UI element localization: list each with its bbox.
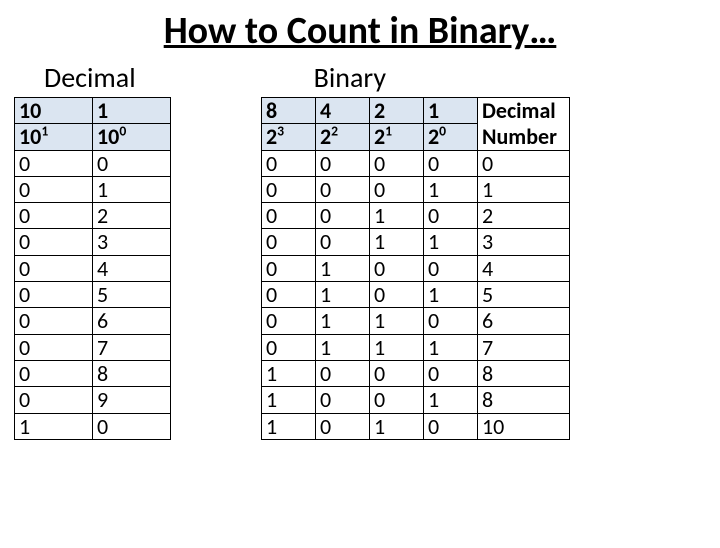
decimal-cell: 0 (93, 413, 171, 439)
binary-cell: 0 (262, 255, 316, 281)
decimal-cell: 0 (15, 360, 93, 386)
binary-label: Binary (314, 60, 386, 95)
decimal-cell: 4 (93, 255, 171, 281)
binary-cell: 0 (424, 413, 478, 439)
decimal-cell: 5 (93, 282, 171, 308)
tables-wrap: 1011011000001020304050607080910 8421Deci… (0, 97, 720, 440)
binary-cell: 1 (316, 282, 370, 308)
binary-cell: 0 (262, 334, 316, 360)
binary-cell: 1 (262, 413, 316, 439)
decimal-cell: 1 (15, 413, 93, 439)
decimal-cell: 3 (93, 229, 171, 255)
decimal-cell: 0 (15, 387, 93, 413)
decimal-cell: 7 (93, 334, 171, 360)
decimal-table: 1011011000001020304050607080910 (14, 97, 171, 440)
binary-cell: 0 (370, 282, 424, 308)
binary-cell: 1 (316, 255, 370, 281)
binary-cell: 1 (370, 203, 424, 229)
binary-result-cell: 3 (478, 229, 570, 255)
decimal-cell: 0 (15, 203, 93, 229)
binary-cell: 0 (370, 387, 424, 413)
binary-cell: 1 (424, 334, 478, 360)
binary-result-cell: 6 (478, 308, 570, 334)
decimal-cell: 0 (93, 150, 171, 176)
binary-cell: 0 (370, 255, 424, 281)
binary-cell: 0 (424, 360, 478, 386)
binary-cell: 0 (424, 203, 478, 229)
decimal-cell: 0 (15, 255, 93, 281)
decimal-header-place: 1 (93, 98, 171, 124)
binary-cell: 1 (262, 360, 316, 386)
decimal-cell: 0 (15, 282, 93, 308)
binary-cell: 0 (316, 387, 370, 413)
decimal-header-place: 10 (15, 98, 93, 124)
binary-cell: 1 (370, 334, 424, 360)
decimal-cell: 6 (93, 308, 171, 334)
binary-header-power: 23 (262, 124, 316, 150)
decimal-cell: 0 (15, 308, 93, 334)
binary-cell: 1 (424, 282, 478, 308)
decimal-cell: 2 (93, 203, 171, 229)
binary-cell: 0 (262, 176, 316, 202)
page-title: How to Count in Binary… (0, 8, 720, 54)
binary-cell: 1 (316, 308, 370, 334)
decimal-label: Decimal (44, 60, 136, 95)
decimal-cell: 0 (15, 150, 93, 176)
decimal-header-power: 101 (15, 124, 93, 150)
binary-result-cell: 8 (478, 387, 570, 413)
binary-cell: 0 (316, 229, 370, 255)
binary-cell: 0 (262, 203, 316, 229)
binary-result-header: Decimal (478, 98, 570, 124)
binary-cell: 0 (316, 176, 370, 202)
binary-cell: 0 (370, 360, 424, 386)
binary-cell: 0 (424, 150, 478, 176)
binary-result-cell: 10 (478, 413, 570, 439)
binary-result-cell: 2 (478, 203, 570, 229)
decimal-cell: 9 (93, 387, 171, 413)
binary-cell: 0 (424, 255, 478, 281)
binary-cell: 1 (424, 229, 478, 255)
binary-cell: 0 (370, 150, 424, 176)
binary-header-power: 20 (424, 124, 478, 150)
binary-result-header: Number (478, 124, 570, 150)
binary-header-place: 2 (370, 98, 424, 124)
decimal-cell: 0 (15, 229, 93, 255)
binary-table: 8421Decimal23222120Number000000001100102… (261, 97, 570, 440)
binary-cell: 0 (262, 308, 316, 334)
decimal-cell: 0 (15, 176, 93, 202)
binary-header-power: 21 (370, 124, 424, 150)
binary-result-cell: 7 (478, 334, 570, 360)
decimal-cell: 0 (15, 334, 93, 360)
binary-cell: 0 (262, 282, 316, 308)
binary-header-power: 22 (316, 124, 370, 150)
binary-cell: 1 (370, 229, 424, 255)
binary-cell: 0 (316, 203, 370, 229)
binary-cell: 1 (370, 413, 424, 439)
binary-header-place: 8 (262, 98, 316, 124)
binary-cell: 1 (316, 334, 370, 360)
binary-cell: 1 (424, 387, 478, 413)
decimal-cell: 8 (93, 360, 171, 386)
binary-result-cell: 8 (478, 360, 570, 386)
binary-cell: 1 (424, 176, 478, 202)
binary-cell: 1 (262, 387, 316, 413)
binary-result-cell: 4 (478, 255, 570, 281)
binary-header-place: 4 (316, 98, 370, 124)
decimal-cell: 1 (93, 176, 171, 202)
binary-cell: 0 (424, 308, 478, 334)
section-labels: Decimal Binary (0, 60, 720, 95)
binary-header-place: 1 (424, 98, 478, 124)
binary-cell: 1 (370, 308, 424, 334)
binary-cell: 0 (316, 413, 370, 439)
binary-result-cell: 5 (478, 282, 570, 308)
binary-cell: 0 (370, 176, 424, 202)
binary-cell: 0 (316, 360, 370, 386)
binary-cell: 0 (262, 150, 316, 176)
binary-cell: 0 (316, 150, 370, 176)
decimal-header-power: 100 (93, 124, 171, 150)
binary-result-cell: 0 (478, 150, 570, 176)
binary-cell: 0 (262, 229, 316, 255)
binary-result-cell: 1 (478, 176, 570, 202)
